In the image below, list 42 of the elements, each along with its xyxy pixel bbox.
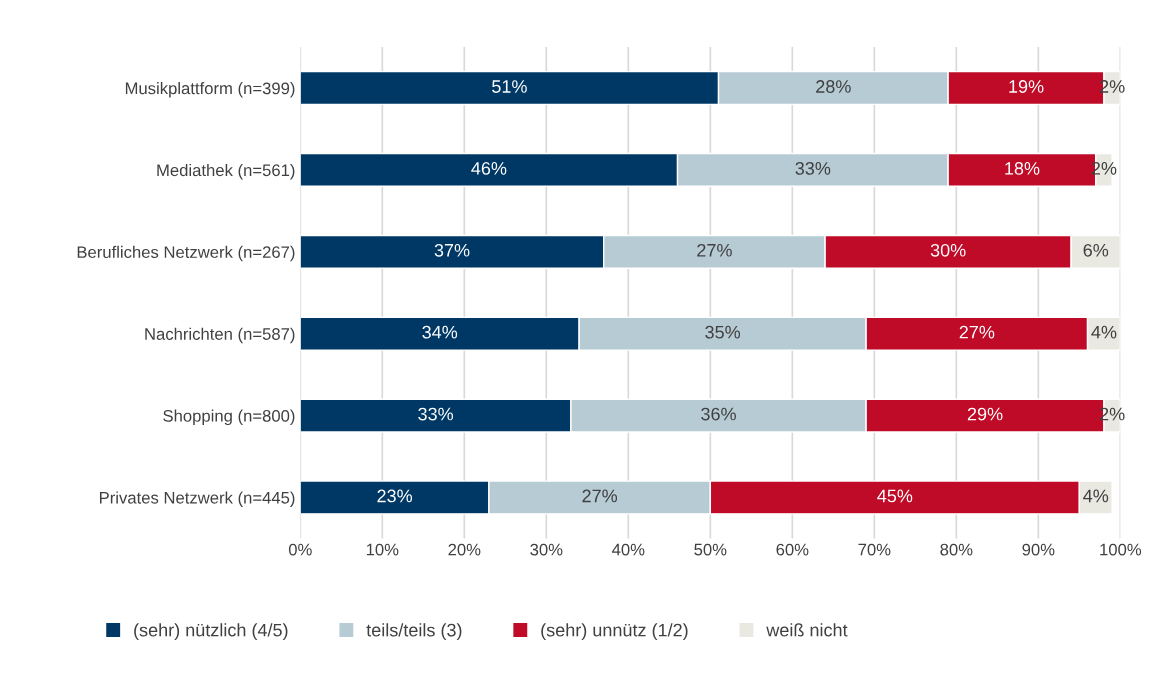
legend-label: (sehr) unnütz (1/2) xyxy=(541,623,688,641)
x-tick-label: 80% xyxy=(940,543,973,556)
data-label: 4% xyxy=(1083,489,1109,503)
data-label: 6% xyxy=(1083,243,1109,257)
data-label: 46% xyxy=(471,161,507,175)
data-label: 51% xyxy=(492,80,527,93)
legend-label: weiß nicht xyxy=(766,623,848,637)
data-label: 33% xyxy=(795,161,831,175)
y-tick-label: Nachrichten (n=587) xyxy=(145,327,295,344)
x-tick-label: 10% xyxy=(366,543,399,556)
x-tick-label: 30% xyxy=(530,543,563,556)
data-label: 30% xyxy=(930,243,966,257)
x-tick-label: 50% xyxy=(694,543,727,556)
y-tick-label: Musikplattform (n=399) xyxy=(125,82,295,98)
data-label: 18% xyxy=(1005,161,1040,175)
y-tick-label: Berufliches Netzwerk (n=267) xyxy=(77,245,295,262)
x-tick-label: 90% xyxy=(1022,543,1055,556)
data-label: 28% xyxy=(816,80,851,93)
data-label: 36% xyxy=(701,407,736,421)
data-label: 37% xyxy=(434,243,470,257)
x-tick-label: 20% xyxy=(448,543,481,556)
data-label: 45% xyxy=(877,489,913,503)
data-label: 19% xyxy=(1009,80,1044,93)
legend-label: (sehr) nützlich (4/5) xyxy=(134,623,288,641)
y-tick-label: Privates Netzwerk (n=445) xyxy=(99,491,295,507)
legend-label: teils/teils (3) xyxy=(366,623,462,641)
data-label: 27% xyxy=(582,489,618,503)
data-label: 23% xyxy=(377,489,413,503)
data-label: 27% xyxy=(959,325,995,339)
y-tick-label: Shopping (n=800) xyxy=(163,409,295,426)
x-tick-label: 60% xyxy=(776,543,809,556)
data-label: 29% xyxy=(967,407,1003,421)
data-label: 4% xyxy=(1091,325,1117,339)
y-tick-label: Mediathek (n=561) xyxy=(157,163,295,180)
data-label: 35% xyxy=(705,325,741,339)
x-tick-label: 40% xyxy=(612,543,645,556)
data-label: 33% xyxy=(418,407,454,421)
x-tick-label: 70% xyxy=(858,543,891,556)
x-tick-label: 100% xyxy=(1100,543,1142,556)
data-label: 34% xyxy=(422,325,458,339)
data-label: 27% xyxy=(697,243,732,257)
x-tick-label: 0% xyxy=(288,543,312,556)
